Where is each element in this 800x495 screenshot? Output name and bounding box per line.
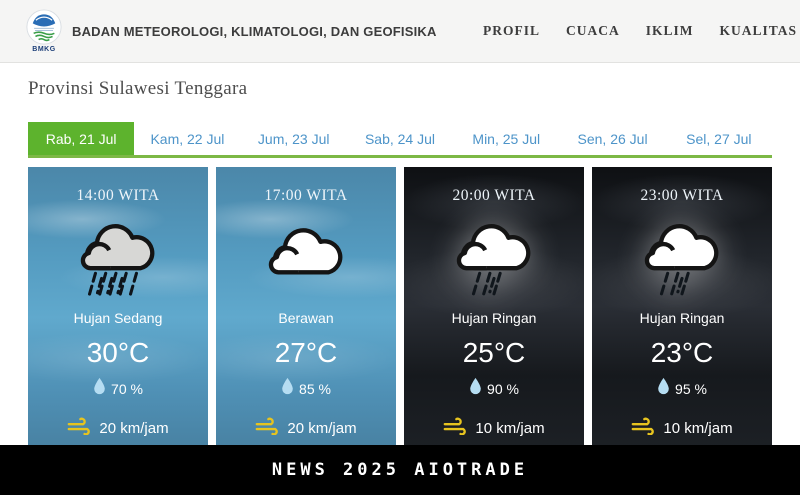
forecast-card: 23:00 WITA [592,167,772,457]
cloudy-icon [265,219,347,306]
weather-condition: Hujan Ringan [451,310,537,326]
bmkg-logo[interactable]: BMKG [26,9,62,53]
weather-condition: Hujan Ringan [639,310,725,326]
forecast-card-row: 14:00 WITA [28,167,772,457]
wind-row: 20 km/jam [67,416,169,442]
date-tab[interactable]: Min, 25 Jul [472,130,541,147]
rain-light-icon [641,219,723,306]
forecast-card: 20:00 WITA [404,167,584,457]
wind-speed-value: 20 km/jam [99,420,169,437]
wind-icon [67,416,94,442]
nav-item[interactable]: PROFIL [483,23,541,38]
weather-icon-wrap [77,219,159,305]
wind-row: 20 km/jam [255,416,357,442]
weather-condition: Hujan Sedang [73,310,163,326]
humidity-row: 70 % [93,377,143,401]
date-tab[interactable]: Sen, 26 Jul [577,130,648,147]
temperature-value: 25°C [462,337,526,368]
forecast-time: 14:00 WITA [76,187,160,204]
wind-icon [255,416,282,442]
humidity-value: 70 % [111,381,143,397]
humidity-drop-icon [93,377,106,401]
humidity-value: 85 % [299,381,331,397]
agency-name: BADAN METEOROLOGI, KLIMATOLOGI, DAN GEOF… [72,23,437,39]
weather-icon-wrap [641,219,723,305]
rain-light-icon [453,219,535,306]
humidity-drop-icon [657,377,670,401]
humidity-row: 90 % [469,377,519,401]
forecast-time: 17:00 WITA [264,187,348,204]
wind-icon [631,416,658,442]
forecast-card: 14:00 WITA [28,167,208,457]
forecast-time: 20:00 WITA [452,187,536,204]
humidity-row: 85 % [281,377,331,401]
weather-condition: Berawan [278,310,334,326]
date-tab[interactable]: Rab, 21 Jul [28,122,135,155]
page-title: Provinsi Sulawesi Tenggara [28,78,248,99]
wind-speed-value: 10 km/jam [475,420,545,437]
date-tab-bar: Rab, 21 Jul Kam, 22 Jul Jum, 23 Jul Sab,… [28,122,772,158]
nav-item[interactable]: KUALITAS UDARA [719,23,800,38]
humidity-drop-icon [281,377,294,401]
bmkg-logo-icon [26,9,62,45]
wind-row: 10 km/jam [443,416,545,442]
wind-icon [443,416,470,442]
main-nav: PROFIL CUACA IKLIM KUALITAS UDARA [483,0,800,62]
bmkg-logo-caption: BMKG [32,46,56,53]
humidity-value: 95 % [675,381,707,397]
forecast-time: 23:00 WITA [640,187,724,204]
date-tab[interactable]: Sab, 24 Jul [364,130,436,147]
humidity-drop-icon [469,377,482,401]
weather-icon-wrap [265,219,347,305]
nav-item[interactable]: IKLIM [645,23,694,38]
forecast-card: 17:00 WITA [216,167,396,457]
rain-moderate-icon [77,219,159,306]
humidity-value: 90 % [487,381,519,397]
wind-speed-value: 20 km/jam [287,420,357,437]
humidity-row: 95 % [657,377,707,401]
wind-speed-value: 10 km/jam [663,420,733,437]
date-tab[interactable]: Kam, 22 Jul [150,130,225,147]
nav-item[interactable]: CUACA [566,23,620,38]
wind-row: 10 km/jam [631,416,733,442]
date-tab[interactable]: Sel, 27 Jul [686,130,752,147]
main-content: Provinsi Sulawesi Tenggara Rab, 21 Jul K… [0,76,800,457]
news-ticker-text: NEWS 2025 AIOTRADE [271,460,529,480]
news-ticker-bar: NEWS 2025 AIOTRADE [0,445,800,495]
temperature-value: 27°C [274,337,338,368]
temperature-value: 30°C [86,337,150,368]
weather-icon-wrap [453,219,535,305]
temperature-value: 23°C [650,337,714,368]
date-tab[interactable]: Jum, 23 Jul [257,130,330,147]
app-header: BMKG BADAN METEOROLOGI, KLIMATOLOGI, DAN… [0,0,800,63]
